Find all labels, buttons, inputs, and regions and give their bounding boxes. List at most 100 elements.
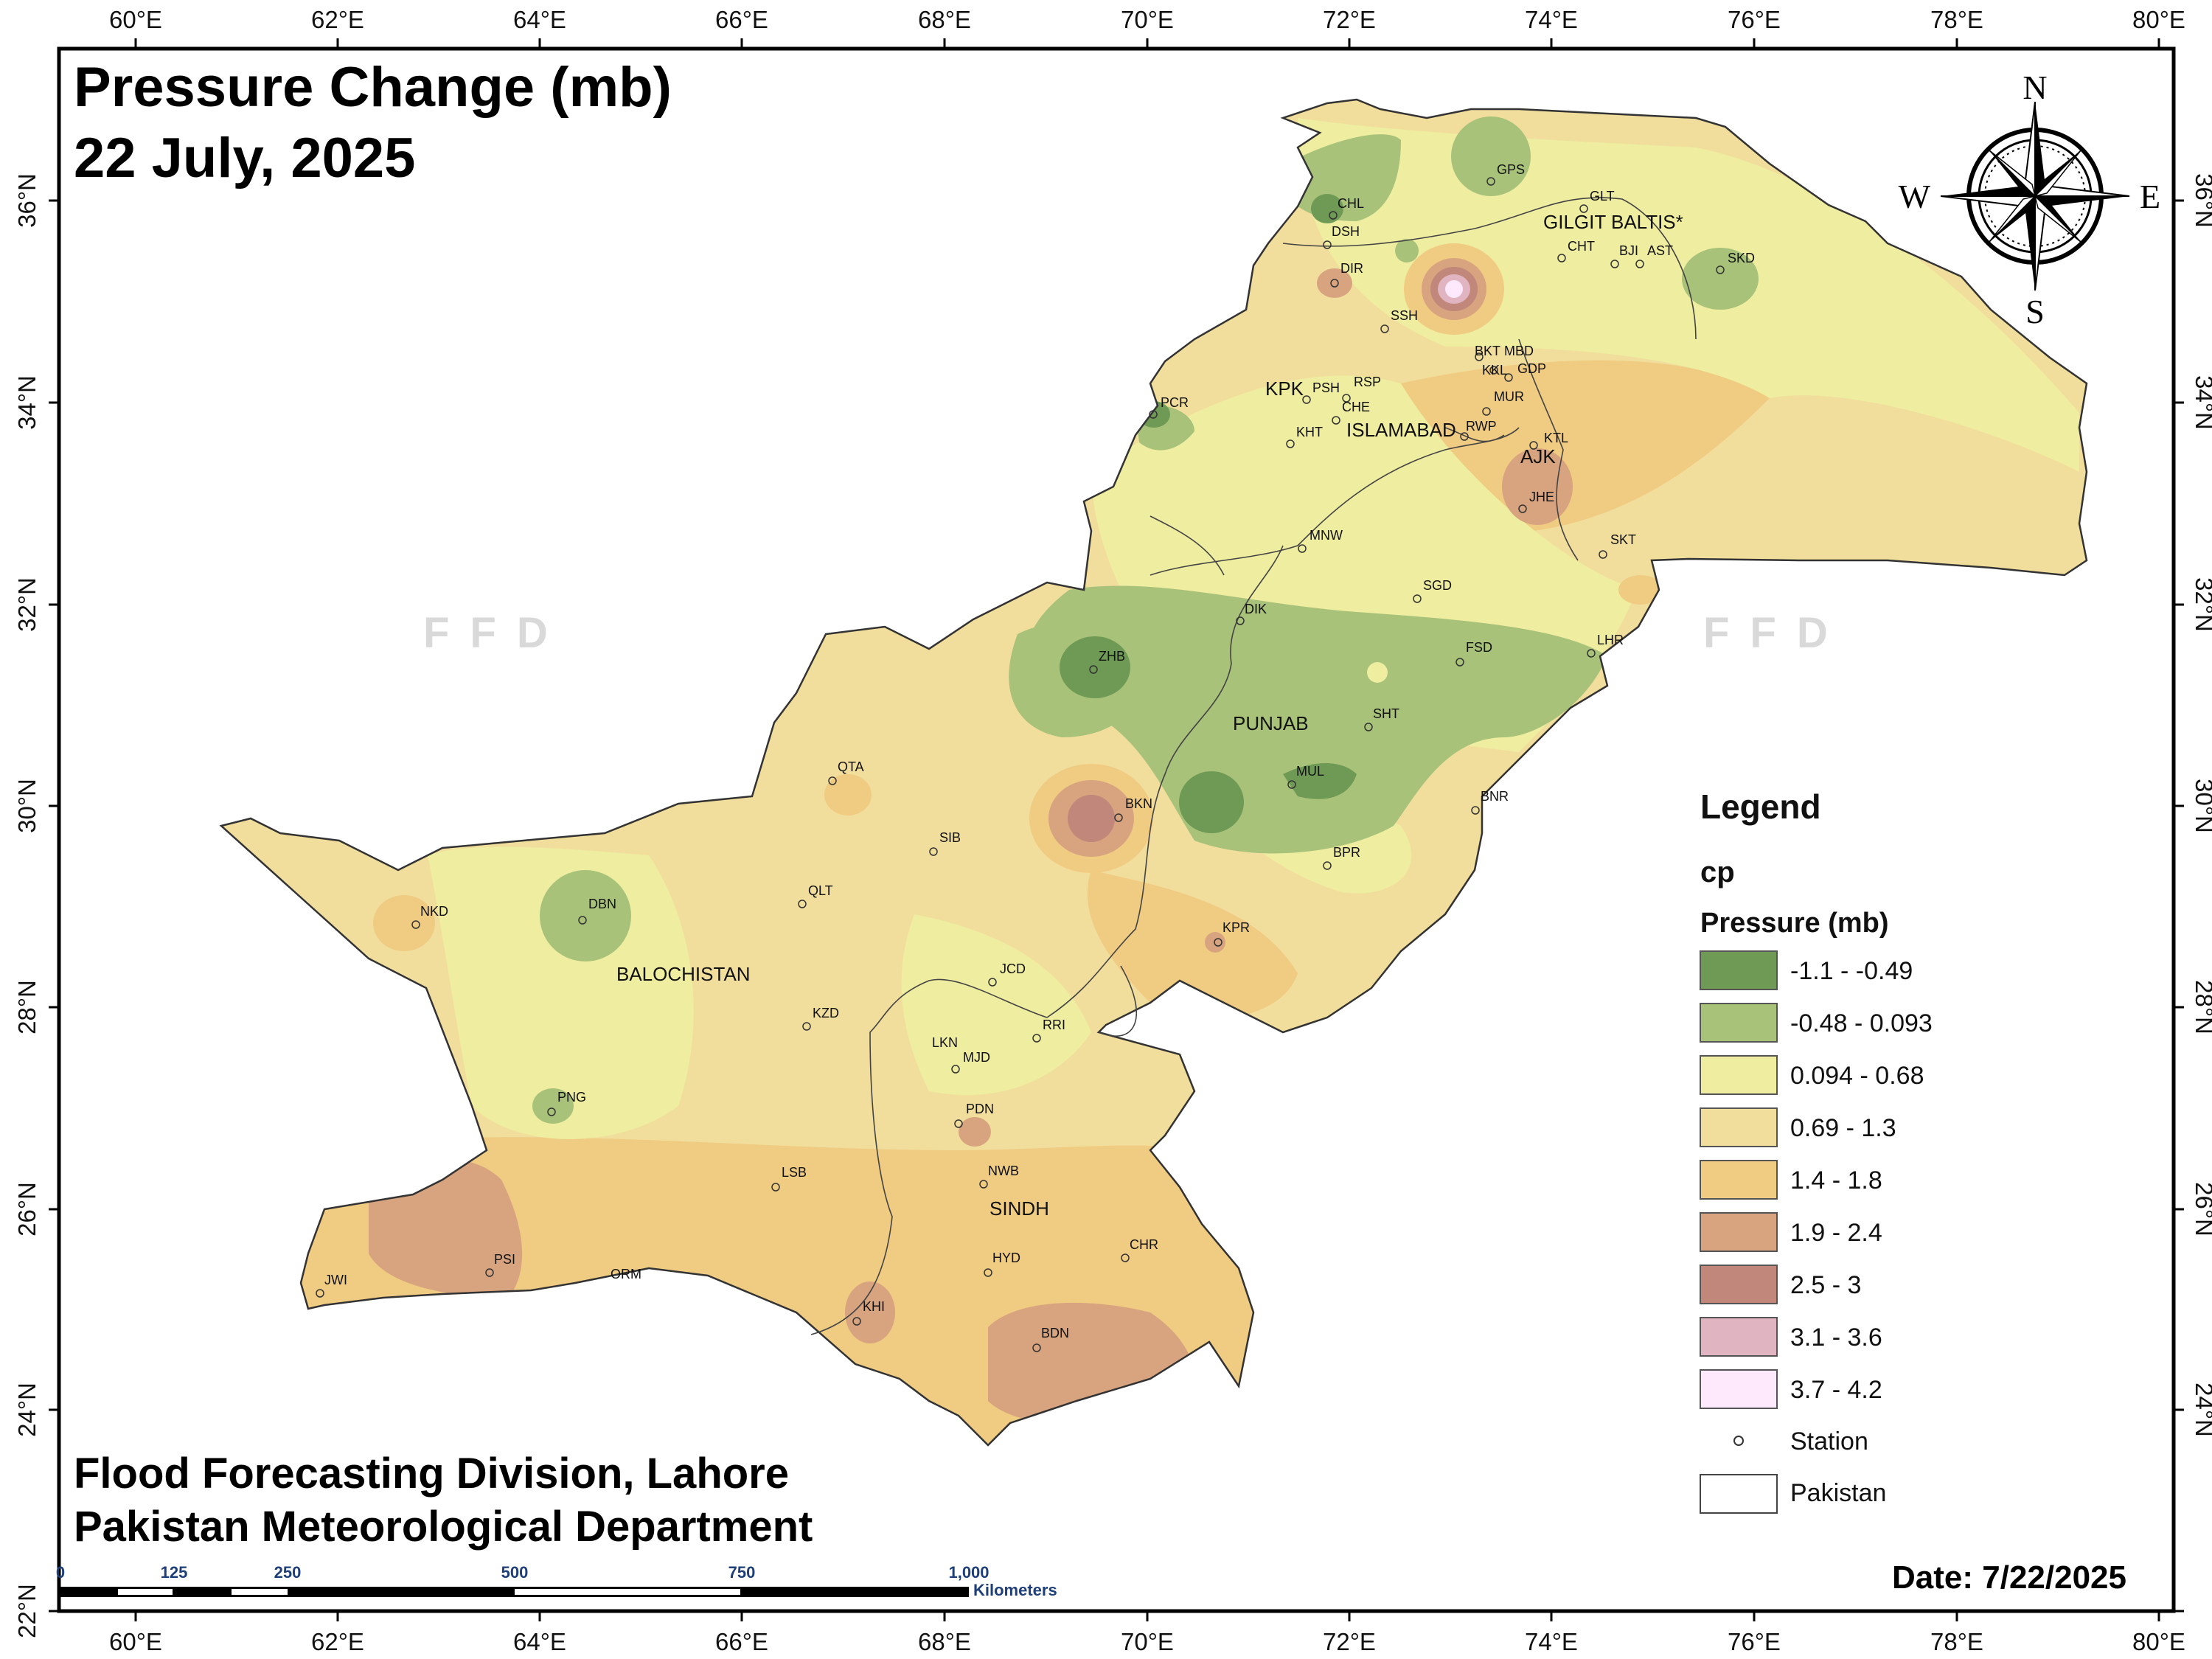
class-neg0.48-0.093-area	[1451, 116, 1531, 196]
station-marker	[1413, 594, 1422, 603]
legend-class-label: 1.4 - 1.8	[1790, 1166, 1882, 1194]
station-label: SHT	[1373, 706, 1399, 721]
region-labels: GILGIT BALTIS* KPK ISLAMABAD AJK PUNJAB …	[616, 211, 1683, 1220]
station-marker	[802, 1022, 811, 1031]
station-label: SGD	[1423, 578, 1452, 593]
station-marker	[1121, 1253, 1130, 1262]
class-neg0.48-0.093-area	[1026, 585, 1607, 854]
legend-swatch	[1700, 1369, 1778, 1409]
station-marker	[1330, 279, 1339, 288]
class-1.9-2.4-area	[845, 1281, 895, 1343]
station-label: KHI	[863, 1299, 885, 1314]
lat-label: 32°N	[2191, 577, 2212, 632]
class-1.4-1.8-area	[1401, 360, 1770, 531]
lon-label: 78°E	[1930, 1628, 1983, 1655]
lon-label: 80°E	[2132, 1628, 2185, 1655]
class-1.9-2.4-area	[959, 1117, 991, 1147]
station-marker	[1089, 665, 1098, 674]
station-marker	[485, 1268, 494, 1277]
station-marker	[1482, 407, 1491, 416]
lon-label: 64°E	[513, 6, 566, 33]
legend-class-label: 2.5 - 3	[1790, 1271, 1861, 1299]
lon-label: 76°E	[1728, 6, 1781, 33]
scale-label: 500	[501, 1563, 529, 1582]
map-title: Pressure Change (mb) 22 July, 2025	[74, 56, 672, 189]
station-label: NKD	[420, 904, 448, 919]
lon-label: 78°E	[1930, 6, 1983, 33]
station-label: BPR	[1333, 845, 1360, 860]
islamabad-boundary	[1444, 427, 1505, 442]
station-label: LHR	[1597, 633, 1624, 647]
station-marker	[954, 1119, 963, 1128]
station-label: BJI	[1619, 243, 1638, 258]
class-0.094-0.68-area	[1367, 662, 1388, 683]
station-label: BNR	[1481, 789, 1509, 804]
ajk-boundary	[1518, 338, 1579, 561]
station-marker	[1364, 723, 1373, 731]
lat-label: 34°N	[2191, 375, 2212, 430]
station-marker	[1489, 366, 1498, 375]
station-label: SSH	[1391, 308, 1418, 323]
class-neg1.1-neg0.49-area	[1179, 771, 1244, 833]
sindh-balochistan-boundary	[810, 978, 1048, 1335]
longitude-labels-top: 60°E 62°E 64°E 66°E 68°E 70°E 72°E 74°E …	[109, 6, 2185, 33]
lon-label: 70°E	[1121, 6, 1174, 33]
compass-e: E	[2140, 178, 2160, 215]
class-1.4-1.8-area	[824, 774, 872, 815]
credit-line-2: Pakistan Meteorological Department	[74, 1503, 813, 1551]
station-label: SIB	[939, 830, 961, 845]
station-label: CHT	[1568, 239, 1595, 254]
class-neg0.48-0.093-area	[1395, 239, 1419, 262]
legend-class-label: -0.48 - 0.093	[1790, 1009, 1933, 1037]
station-label: BKT	[1475, 344, 1500, 358]
station-marker	[1587, 649, 1596, 658]
station-marker	[1236, 616, 1245, 625]
legend-swatch	[1700, 1107, 1778, 1147]
station-label: RRI	[1043, 1018, 1065, 1032]
lon-label: 80°E	[2132, 6, 2185, 33]
lon-label: 60°E	[109, 6, 162, 33]
region-label-gilgit: GILGIT BALTIS*	[1543, 211, 1683, 233]
station-label: MUR	[1494, 389, 1524, 404]
fata-boundary	[1150, 515, 1225, 576]
legend-class-label: 3.7 - 4.2	[1790, 1376, 1882, 1404]
lat-label: 26°N	[2191, 1182, 2212, 1237]
lon-label: 74°E	[1525, 1628, 1578, 1655]
station-marker	[1486, 177, 1495, 186]
lon-label: 60°E	[109, 1628, 162, 1655]
legend-swatch	[1700, 1160, 1778, 1200]
lon-label: 66°E	[715, 1628, 768, 1655]
legend-class-label: 1.9 - 2.4	[1790, 1219, 1882, 1247]
lat-label: 26°N	[13, 1182, 41, 1237]
legend-class-label: 0.094 - 0.68	[1790, 1062, 1924, 1090]
station-marker	[1214, 938, 1222, 947]
date-label: Date: 7/22/2025	[1892, 1559, 2126, 1596]
station-label: GLT	[1590, 189, 1615, 204]
class-neg0.48-0.093-area	[1276, 134, 1401, 221]
class-neg1.1-neg0.49-area	[1060, 636, 1130, 698]
station-marker	[1323, 861, 1332, 870]
station-label: HYD	[992, 1251, 1020, 1265]
station-marker	[1460, 432, 1469, 441]
station-marker	[1475, 352, 1484, 361]
title-line-1: Pressure Change (mb)	[74, 56, 672, 119]
legend-swatch	[1700, 1212, 1778, 1252]
station-label: SKD	[1728, 251, 1755, 265]
station-label: SKT	[1610, 532, 1636, 547]
station-label: RSP	[1354, 375, 1381, 389]
station-marker	[1504, 373, 1513, 382]
lat-label: 28°N	[2191, 980, 2212, 1034]
legend-station-symbol	[1733, 1436, 1744, 1446]
class-neg0.48-0.093-area	[540, 870, 631, 961]
station-label: PCR	[1161, 395, 1189, 410]
station-marker	[798, 900, 807, 908]
station-label: CHE	[1342, 400, 1370, 414]
station-label: MJD	[963, 1050, 990, 1065]
lat-label: 28°N	[13, 980, 41, 1034]
station-marker	[988, 978, 997, 987]
latitude-labels-left: 36°N 34°N 32°N 30°N 28°N 26°N 24°N 22°N	[13, 173, 41, 1638]
scale-bar: 0 125 250 500 750 1,000 Kilometers	[56, 1563, 1057, 1599]
station-label: CHR	[1130, 1237, 1158, 1252]
station-label: FSD	[1466, 640, 1492, 655]
scale-label: 0	[56, 1563, 65, 1582]
